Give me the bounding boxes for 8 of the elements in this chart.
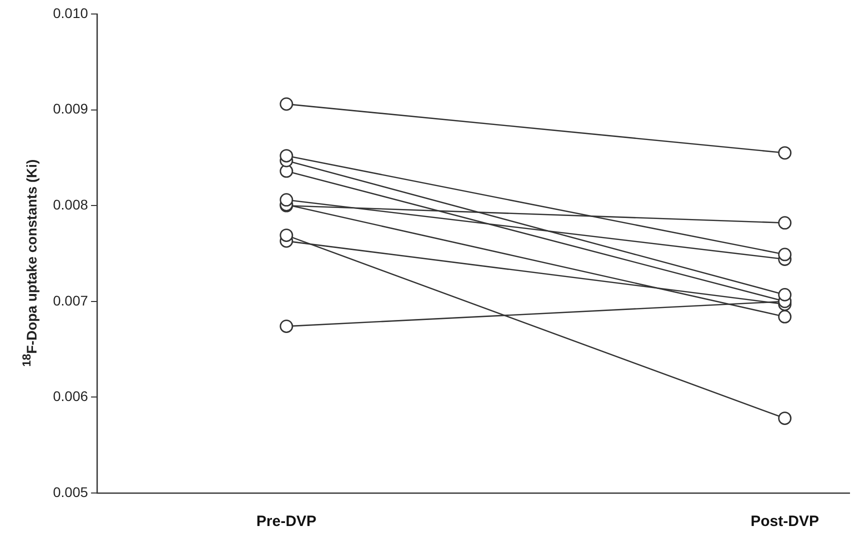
- x-tick-label: Pre-DVP: [256, 513, 316, 530]
- y-tick-label: 0.007: [52, 292, 88, 308]
- y-tick-label: 0.006: [52, 388, 88, 404]
- y-tick-label: 0.008: [52, 196, 88, 212]
- y-tick-label: 0.009: [52, 100, 88, 117]
- y-tick-label: 0.005: [52, 484, 88, 500]
- y-tick-label: 0.010: [52, 4, 88, 21]
- x-tick-label: Post-DVP: [750, 513, 819, 530]
